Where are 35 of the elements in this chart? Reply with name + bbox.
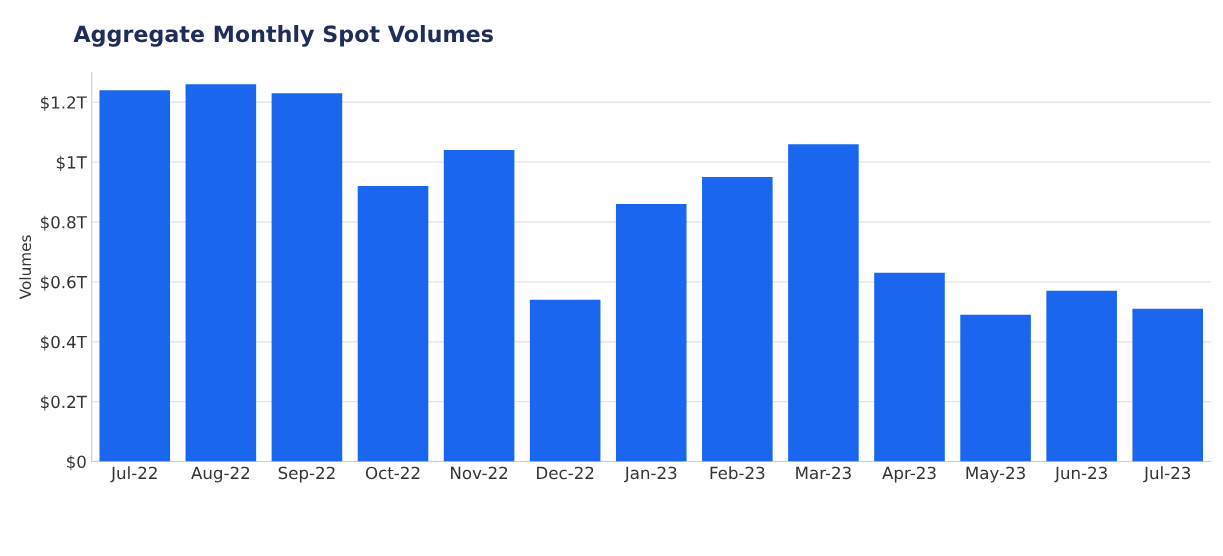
bar <box>1132 308 1204 462</box>
bar <box>788 144 859 462</box>
chart-title: Aggregate Monthly Spot Volumes <box>73 25 493 47</box>
y-tick-label: $0.2T <box>40 395 87 411</box>
y-tick-label: $0.6T <box>40 275 87 291</box>
x-tick-label: Mar-23 <box>796 466 851 480</box>
x-tick-label: Jul-22 <box>110 466 157 483</box>
x-tick-label: Jun-23 <box>1054 466 1107 483</box>
bar <box>1046 290 1117 462</box>
bar <box>874 272 945 462</box>
bar <box>615 204 687 462</box>
x-tick-label: Apr-23 <box>882 466 936 483</box>
x-tick-label: Jul-23 <box>1143 466 1191 483</box>
y-tick-label: $0.4T <box>40 335 87 351</box>
bar <box>702 177 773 462</box>
y-axis-title: Volumes <box>19 235 32 300</box>
y-tick-label: $0 <box>67 455 86 471</box>
x-tick-label: Aug-22 <box>191 466 250 483</box>
bar <box>185 84 257 462</box>
x-tick-label: May-23 <box>966 466 1025 483</box>
bar <box>99 90 171 462</box>
y-tick-label: $1T <box>56 155 87 171</box>
x-tick-label: Oct-22 <box>365 466 420 480</box>
x-tick-label: Dec-22 <box>537 466 594 480</box>
bar <box>529 299 601 462</box>
bar <box>357 186 429 462</box>
y-tick-label: $1.2T <box>40 95 87 111</box>
y-tick-label: $0.8T <box>40 215 87 231</box>
bar <box>271 93 343 462</box>
x-tick-label: Jan-23 <box>623 466 677 483</box>
bar <box>443 150 515 462</box>
x-tick-label: Sep-22 <box>278 466 335 483</box>
x-tick-label: Feb-23 <box>710 466 765 480</box>
bar <box>960 314 1031 462</box>
x-tick-label: Nov-22 <box>451 466 508 480</box>
